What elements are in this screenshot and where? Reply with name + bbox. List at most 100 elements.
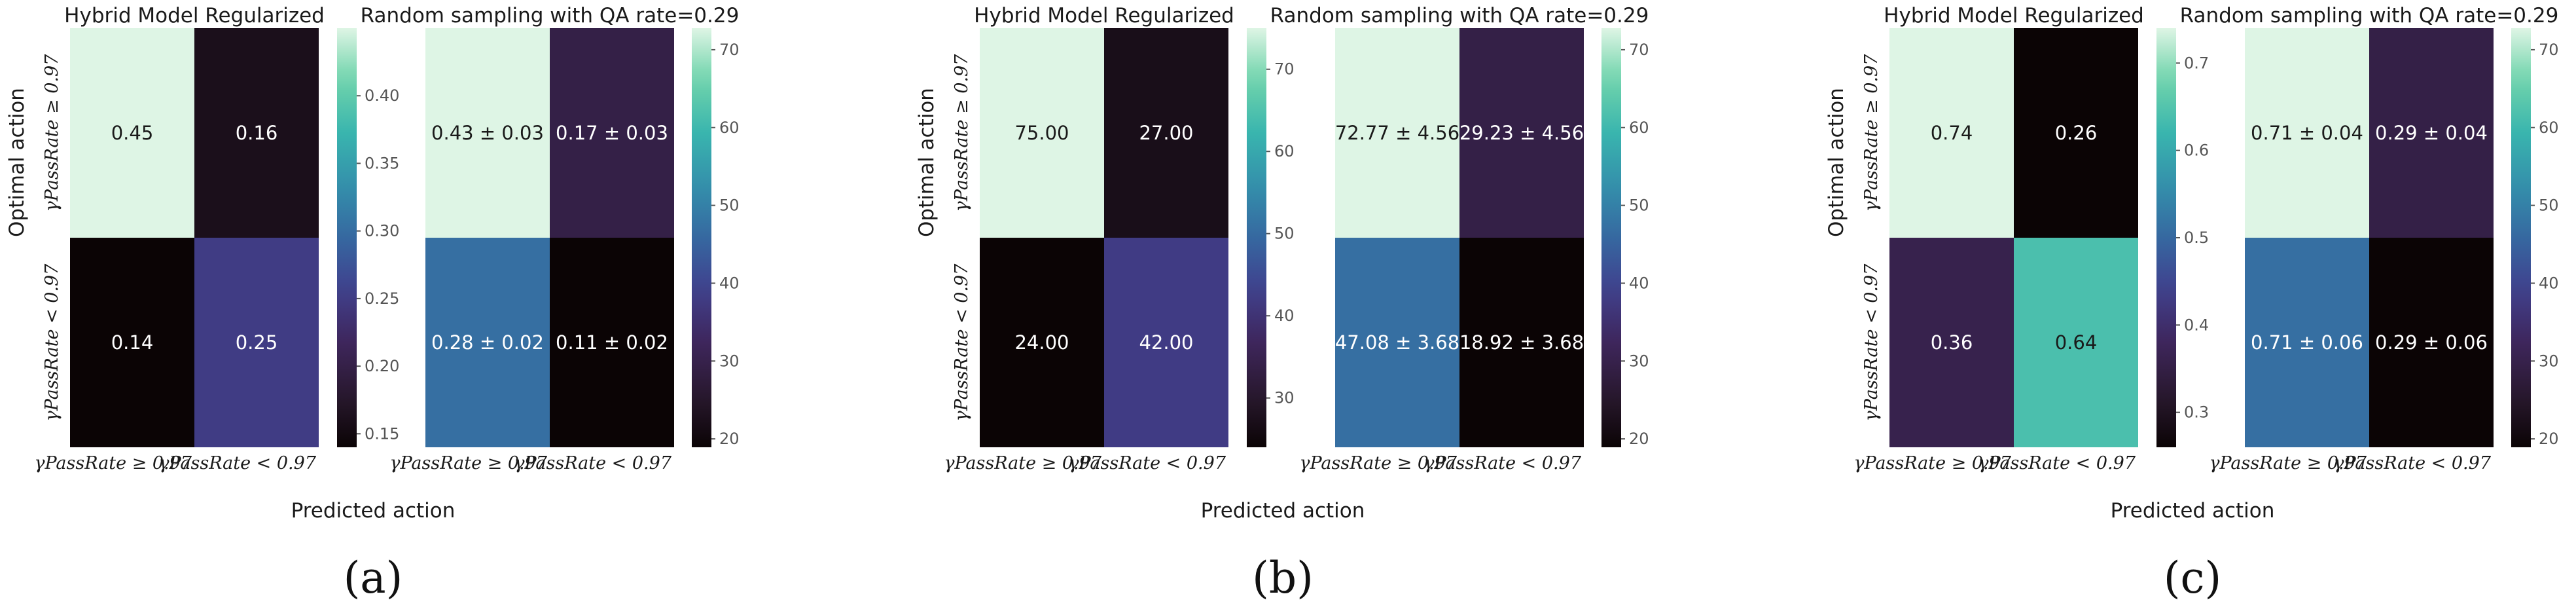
colorbar: 0.3 0.4 0.5 0.6 0.7 (2156, 28, 2209, 447)
colorbar-tick-label: 40 (719, 274, 740, 292)
heatmap-cell (1104, 238, 1228, 447)
colorbar-tick-label: 0.7 (2184, 54, 2209, 72)
heatmap-random: Random sampling with QA rate=0.29 0.71 ± … (2180, 4, 2559, 473)
heatmap-cell (1459, 28, 1584, 238)
x-tick-label: γPassRate ≥ 0.97 (389, 453, 548, 473)
heatmap-cell (194, 238, 319, 447)
cell-label: 0.17 ± 0.03 (556, 122, 668, 144)
colorbar-tick-label: 50 (1274, 225, 1295, 243)
heatmap-cell (2014, 238, 2138, 447)
heatmap-cell (550, 238, 674, 447)
y-tick-label: γPassRate ≥ 0.97 (42, 54, 62, 212)
heatmap-cell (70, 28, 194, 238)
colorbar-tick-label: 0.35 (365, 154, 399, 172)
cell-label: 0.29 ± 0.04 (2375, 122, 2488, 144)
colorbar-gradient (692, 28, 711, 447)
y-tick-label: γPassRate < 0.97 (42, 263, 62, 422)
cell-label: 72.77 ± 4.56 (1335, 122, 1459, 144)
cell-label: 75.00 (1014, 122, 1069, 144)
x-tick-label: γPassRate ≥ 0.97 (944, 453, 1102, 473)
colorbar-tick-label: 0.15 (365, 424, 399, 443)
cell-label: 0.43 ± 0.03 (431, 122, 544, 144)
x-axis-label: Predicted action (291, 499, 456, 523)
y-tick-label: γPassRate ≥ 0.97 (952, 54, 972, 212)
colorbar-tick-label: 0.4 (2184, 316, 2209, 334)
cell-label: 0.16 (236, 122, 278, 144)
x-tick-label: γPassRate ≥ 0.97 (34, 453, 192, 473)
cell-label: 0.36 (1931, 331, 1973, 354)
panel-label: (a) (344, 553, 403, 603)
heatmap-cell (1889, 28, 2014, 238)
cell-label: 18.92 ± 3.68 (1459, 331, 1584, 354)
x-tick-label: γPassRate < 0.97 (514, 453, 672, 473)
cell-label: 0.64 (2055, 331, 2098, 354)
y-tick-label: γPassRate < 0.97 (952, 263, 972, 422)
colorbar-tick-label: 50 (1629, 196, 1649, 215)
colorbar-tick-label: 40 (2539, 274, 2559, 292)
colorbar-tick-label: 20 (719, 430, 740, 448)
x-tick-label: γPassRate ≥ 0.97 (1853, 453, 2012, 473)
heatmap-cell (194, 28, 319, 238)
heatmap-cell (2369, 28, 2494, 238)
cell-label: 24.00 (1014, 331, 1069, 354)
colorbar-tick-label: 0.3 (2184, 403, 2209, 422)
colorbar-tick-label: 20 (1629, 430, 1649, 448)
colorbar-gradient (337, 28, 357, 447)
colorbar-tick-label: 0.20 (365, 357, 399, 375)
colorbar-gradient (2511, 28, 2531, 447)
heatmap-cell (2369, 238, 2494, 447)
y-axis-label: Optimal action (5, 88, 29, 237)
heatmap-cell (1335, 28, 1459, 238)
y-axis-label: Optimal action (1825, 88, 1848, 237)
colorbar-tick-label: 0.40 (365, 86, 399, 105)
colorbar-tick-label: 0.5 (2184, 229, 2209, 247)
colorbar: 0.15 0.20 0.25 0.30 0.35 0.40 (337, 28, 399, 447)
heatmap-cell (2245, 238, 2369, 447)
panel-c: Optimal action Predicted action (c) Hybrid … (1825, 4, 2559, 603)
colorbar-tick-label: 30 (719, 352, 740, 370)
colorbar-tick-label: 70 (2539, 41, 2559, 59)
x-tick-label: γPassRate < 0.97 (1978, 453, 2136, 473)
cell-label: 47.08 ± 3.68 (1335, 331, 1459, 354)
heatmap-cell (1335, 238, 1459, 447)
heatmap-cell (2245, 28, 2369, 238)
colorbar: 20 30 40 50 60 70 (1601, 28, 1649, 448)
x-tick-label: γPassRate < 0.97 (1068, 453, 1226, 473)
heatmap-hybrid: Hybrid Model Regularized 75.00 27.00 24.00 4… (944, 4, 1294, 473)
colorbar-tick-label: 30 (2539, 352, 2559, 370)
heatmap-cell (70, 238, 194, 447)
cell-label: 29.23 ± 4.56 (1459, 122, 1584, 144)
panel-b: Optimal action Predicted action (b) Hybrid … (915, 4, 1649, 603)
colorbar-tick-label: 60 (719, 119, 740, 137)
cell-label: 0.28 ± 0.02 (431, 331, 544, 354)
colorbar-tick-label: 70 (1274, 60, 1295, 79)
x-axis-label: Predicted action (2111, 499, 2275, 523)
colorbar-tick-label: 50 (719, 196, 740, 215)
cell-label: 0.71 ± 0.06 (2251, 331, 2363, 354)
colorbar-gradient (1601, 28, 1621, 447)
y-axis-label: Optimal action (915, 88, 939, 237)
heatmap-cell (980, 28, 1104, 238)
colorbar-tick-label: 0.25 (365, 289, 399, 308)
colorbar-tick-label: 60 (2539, 119, 2559, 137)
y-tick-label: γPassRate ≥ 0.97 (1861, 54, 1882, 212)
x-tick-label: γPassRate < 0.97 (1423, 453, 1582, 473)
colorbar: 20 30 40 50 60 70 (2511, 28, 2559, 448)
heatmap-title: Hybrid Model Regularized (974, 4, 1234, 28)
heatmap-cell (1459, 238, 1584, 447)
cell-label: 0.45 (111, 122, 154, 144)
colorbar: 20 30 40 50 60 70 (692, 28, 740, 448)
colorbar-tick-label: 0.6 (2184, 141, 2209, 160)
heatmap-title: Random sampling with QA rate=0.29 (1270, 4, 1649, 28)
colorbar-tick-label: 50 (2539, 196, 2559, 215)
colorbar-tick-label: 40 (1274, 306, 1295, 325)
y-tick-label: γPassRate < 0.97 (1861, 263, 1882, 422)
colorbar: 30 40 50 60 70 (1247, 28, 1295, 447)
cell-label: 0.26 (2055, 122, 2098, 144)
heatmap-hybrid: Hybrid Model Regularized 0.45 0.16 0.14 0.25… (34, 4, 399, 473)
heatmap-cell (980, 238, 1104, 447)
x-tick-label: γPassRate < 0.97 (2333, 453, 2492, 473)
heatmap-title: Hybrid Model Regularized (64, 4, 325, 28)
panel-label: (c) (2164, 553, 2221, 603)
